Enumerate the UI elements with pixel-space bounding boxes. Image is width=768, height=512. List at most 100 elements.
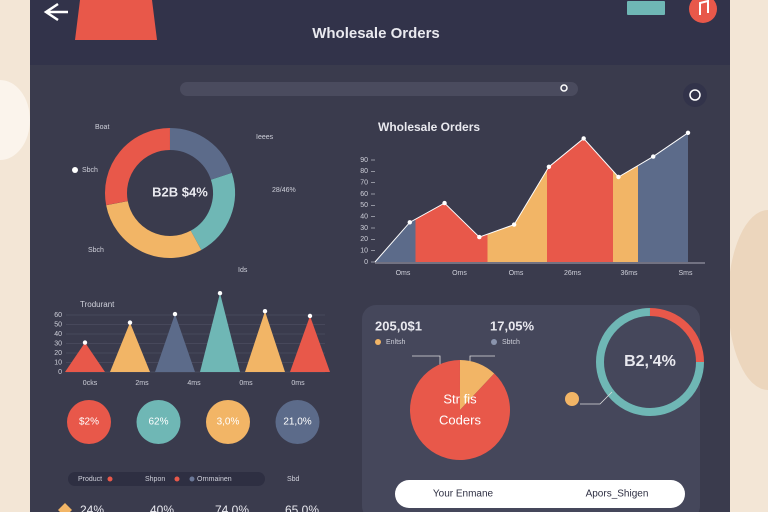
- ring-segment: [649, 308, 704, 363]
- pill-label: Apors_Shigen: [586, 489, 649, 500]
- point: [407, 220, 412, 225]
- point: [685, 130, 691, 135]
- search-bar[interactable]: [180, 82, 578, 96]
- diamond: [58, 503, 72, 512]
- donut-label: Ids: [238, 267, 248, 274]
- point: [172, 311, 178, 317]
- legend-label: Sbd: [287, 476, 300, 483]
- music-button[interactable]: [689, 0, 717, 23]
- x-tick-label: 36ms: [620, 270, 638, 277]
- pill-label: Your Enmane: [433, 489, 494, 500]
- badge: [275, 400, 320, 444]
- legend-label: Product: [78, 476, 102, 483]
- y-tick-label: 80: [360, 168, 368, 175]
- y-tick-label: 30: [54, 340, 62, 347]
- y-tick-label: 20: [360, 236, 368, 243]
- bottom-value: 24%: [80, 503, 104, 512]
- donut-label: Boat: [95, 124, 109, 131]
- y-tick-label: 90: [360, 157, 368, 164]
- label-dot: [72, 167, 78, 173]
- x-tick-label: 0cks: [83, 380, 98, 387]
- key-dot: [491, 339, 497, 345]
- legend-dot: [189, 476, 195, 482]
- legend-dot: [107, 476, 113, 482]
- legend-strip: [68, 472, 265, 486]
- donut-label: Sbch: [88, 247, 104, 254]
- key-label: Enltsh: [386, 339, 406, 346]
- badge: [136, 400, 181, 444]
- ring-segment: [596, 308, 704, 416]
- donut-segment: [169, 128, 232, 181]
- donut-segment: [190, 172, 235, 250]
- badge: [67, 400, 111, 444]
- y-tick-label: 40: [54, 331, 62, 338]
- badge-label: $2%: [79, 417, 99, 428]
- bottom-value: 65.0%: [285, 503, 319, 512]
- back-button[interactable]: [43, 2, 68, 22]
- x-tick-label: Oms: [396, 270, 411, 277]
- point: [651, 154, 656, 159]
- y-tick-label: 30: [360, 225, 368, 232]
- y-tick-label: 40: [360, 214, 368, 221]
- point: [127, 320, 133, 325]
- donut-center: B2B $4%: [152, 184, 208, 199]
- peak: [110, 322, 150, 372]
- donut-segment: [106, 200, 202, 258]
- point: [82, 340, 88, 345]
- area-title: Wholesale Orders: [378, 120, 480, 134]
- y-tick-label: 0: [364, 259, 368, 266]
- peak-title: Trodurant: [80, 300, 115, 309]
- header-title: Wholesale Orders: [312, 25, 440, 42]
- x-tick-label: Oms: [509, 270, 524, 277]
- peak: [200, 293, 240, 372]
- ring-dot: [565, 392, 579, 406]
- badge: [206, 400, 250, 444]
- x-tick-label: 2ms: [135, 380, 149, 387]
- peak: [155, 314, 195, 372]
- legend-label: Ornmainen: [197, 476, 232, 483]
- point: [307, 313, 313, 319]
- point: [546, 164, 552, 169]
- x-tick-label: 0ms: [239, 380, 253, 387]
- x-tick-label: 26ms: [564, 270, 582, 277]
- stat: 17,05%: [490, 318, 535, 333]
- x-tick-label: Sms: [679, 270, 694, 277]
- y-tick-label: 60: [360, 191, 368, 198]
- cart-icon[interactable]: [625, 0, 667, 17]
- key-dot: [375, 339, 381, 345]
- pointer: [580, 391, 613, 405]
- bg-shape: [728, 210, 768, 390]
- point: [616, 174, 621, 180]
- target-icon: [689, 89, 701, 101]
- point: [217, 290, 223, 296]
- y-tick-label: 70: [360, 180, 368, 187]
- x-tick-label: 4ms: [187, 380, 201, 387]
- badge-label: 62%: [148, 417, 168, 428]
- x-tick-label: Oms: [452, 270, 467, 277]
- y-tick-label: 20: [54, 350, 62, 357]
- donut-label: Ieees: [256, 134, 274, 141]
- pie-slice: [460, 360, 495, 410]
- target-button[interactable]: [683, 83, 707, 107]
- point: [511, 222, 517, 227]
- peak: [245, 311, 285, 372]
- y-tick-label: 10: [360, 248, 368, 255]
- point: [477, 234, 482, 240]
- bg-shape: [0, 80, 30, 160]
- pie-slice: [410, 360, 511, 460]
- pie-text: Str fis: [443, 391, 477, 406]
- point: [581, 136, 586, 141]
- peak: [65, 342, 105, 372]
- pointer: [412, 355, 441, 365]
- y-tick-label: 50: [54, 321, 62, 328]
- y-tick-label: 10: [54, 359, 62, 366]
- area-fill: [375, 132, 688, 262]
- legend-dot: [174, 476, 180, 482]
- donut-label: 28/46%: [272, 187, 296, 194]
- pill-bar[interactable]: [395, 480, 685, 508]
- y-tick-label: 60: [54, 312, 62, 319]
- card: [362, 305, 700, 512]
- badge-label: 21,0%: [283, 417, 311, 428]
- ring-text: B2,'4%: [624, 353, 676, 370]
